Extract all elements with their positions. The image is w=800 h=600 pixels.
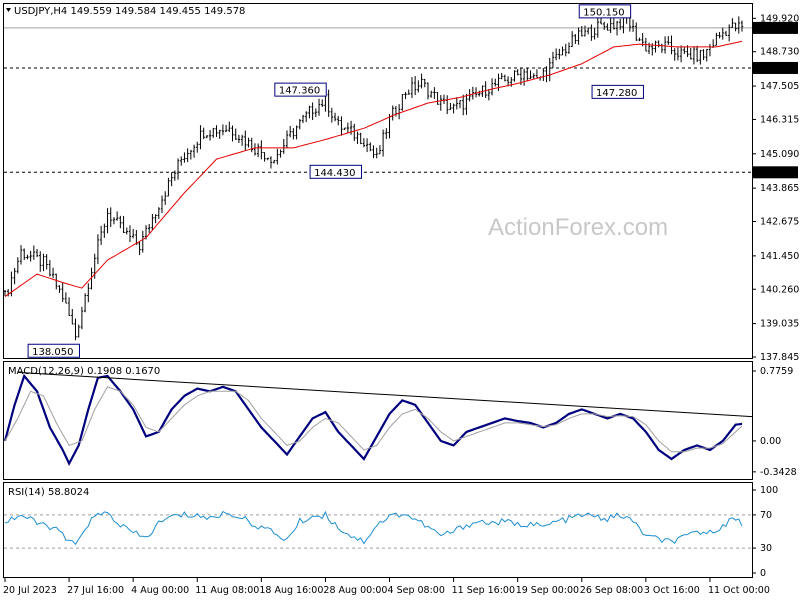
time-tick-label: 19 Sep 00:00 (516, 585, 579, 596)
time-tick-label: 3 Oct 16:00 (644, 585, 700, 596)
price-tick-label: 145.090 (760, 149, 799, 160)
price-axis: 149.920 148.730 147.505 146.315 145.090 143.8… (752, 13, 799, 363)
rsi-tick-label: 100 (760, 485, 778, 496)
time-tick-label: 18 Aug 16:00 (259, 585, 323, 596)
price-level-tag (753, 21, 798, 34)
annotation-box (578, 4, 632, 19)
macd-axis: 0.7759 0.00 -0.3428 (752, 366, 797, 478)
price-tick-label: 147.505 (760, 81, 799, 92)
macd-header: MACD(12,26,9) 0.1908 0.1670 (8, 366, 160, 377)
rsi-tick-label: 70 (760, 510, 772, 521)
time-tick-label: 11 Sep 16:00 (452, 585, 515, 596)
time-axis: 20 Jul 2023 27 Jul 16:00 4 Aug 00:00 11 Aug… (3, 578, 770, 596)
price-levels (4, 27, 752, 173)
price-tick-label: 143.865 (760, 183, 799, 194)
price-level-tag-label: 144.430 (757, 168, 796, 179)
price-level-tag-label: 149.578 (757, 23, 796, 34)
price-level-tag (753, 61, 798, 74)
price-tick-label: 139.035 (760, 319, 799, 330)
time-tick-label: 4 Sep 08:00 (388, 585, 445, 596)
annotation-label: 144.430 (314, 168, 355, 179)
price-tick-label: 140.260 (760, 284, 799, 295)
annotation-label: 147.360 (279, 86, 320, 97)
price-annotations: 150.150 147.360 147.280 144.430 138.050 (27, 4, 644, 358)
macd-tick-label: 0.7759 (760, 366, 793, 377)
price-panel-frame (3, 3, 753, 359)
watermark: ActionForex.com (488, 214, 668, 241)
price-level-tag (753, 166, 798, 179)
time-tick-label: 26 Sep 08:00 (580, 585, 643, 596)
annotation-label: 138.050 (32, 347, 73, 358)
price-tick-label: 149.920 (760, 13, 799, 24)
macd-line (3, 373, 743, 466)
time-tick-label: 20 Jul 2023 (3, 585, 57, 596)
rsi-tick-label: 0 (760, 568, 766, 579)
rsi-axis: 100 70 30 0 (752, 485, 778, 579)
rsi-lines (4, 510, 752, 549)
candles (3, 7, 744, 341)
annotation-label: 147.280 (596, 88, 637, 99)
ma-line (4, 40, 743, 298)
time-tick-label: 11 Aug 08:00 (195, 585, 259, 596)
price-tick-label: 148.730 (760, 47, 799, 58)
rsi-header: RSI(14) 58.8024 (8, 487, 89, 498)
macd-signal-line (4, 386, 743, 453)
price-tick-label: 146.315 (760, 114, 799, 125)
annotation-box (27, 343, 80, 358)
annotation-box (591, 84, 644, 99)
macd-panel-frame (3, 361, 753, 480)
macd-trendline (17, 371, 753, 418)
time-tick-label: 27 Jul 16:00 (67, 585, 124, 596)
rsi-panel-frame (3, 482, 753, 578)
time-tick-label: 28 Aug 00:00 (323, 585, 387, 596)
price-tick-label: 142.675 (760, 217, 799, 228)
price-level-tag-label: 148.150 (757, 63, 796, 74)
annotation-label: 150.150 (583, 7, 624, 18)
time-tick-label: 11 Oct 00:00 (708, 585, 770, 596)
dropdown-triangle-icon[interactable] (6, 8, 11, 12)
symbol-header: USDJPY,H4 149.559 149.584 149.455 149.57… (14, 6, 245, 17)
macd-tick-label: -0.3428 (760, 467, 797, 478)
annotation-box (274, 82, 327, 97)
macd-tick-label: 0.00 (760, 436, 781, 447)
time-tick-label: 4 Aug 00:00 (131, 585, 189, 596)
rsi-tick-label: 30 (760, 543, 772, 554)
moving-average (4, 40, 743, 298)
macd-lines (3, 371, 753, 466)
annotation-box (309, 164, 362, 179)
price-tick-label: 137.845 (760, 352, 799, 363)
rsi-line (4, 510, 743, 546)
price-tick-label: 141.450 (760, 251, 799, 262)
